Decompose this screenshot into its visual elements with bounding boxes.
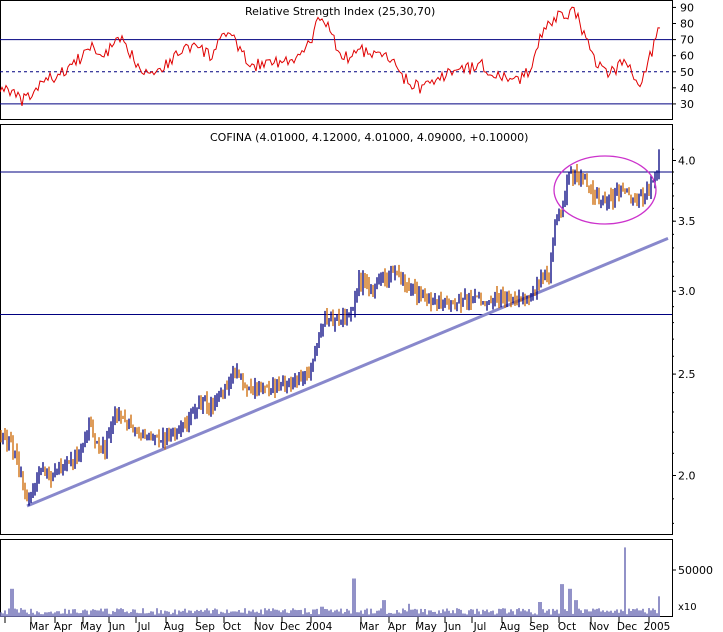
rsi-tick-label: 90	[680, 1, 694, 14]
month-label: Dec	[280, 621, 301, 632]
volume-layer	[0, 547, 660, 617]
month-label: Aug	[164, 621, 185, 632]
month-label: May	[415, 621, 437, 632]
rsi-panel	[0, 0, 673, 120]
price-panel	[0, 124, 673, 535]
month-label: Mar	[29, 621, 49, 632]
month-label: May	[80, 621, 102, 632]
price-tick-label: 3.0	[678, 285, 696, 298]
rsi-layer	[0, 6, 672, 106]
month-label: Nov	[254, 621, 275, 632]
rsi-tick-label: 50	[680, 66, 694, 79]
month-label: Jul	[137, 621, 151, 632]
rsi-tick-label: 60	[680, 50, 694, 63]
price-title: COFINA (4.01000, 4.12000, 4.01000, 4.090…	[210, 131, 528, 144]
month-label: Oct	[558, 621, 576, 632]
month-label: Nov	[589, 621, 610, 632]
axis-layer: 30 40 50 60 70 80 90 2.0 2.5 3.0 3.5 4.0 50000 Mar Apr…	[4, 1, 713, 632]
trendline	[26, 237, 669, 508]
month-label: Jul	[473, 621, 487, 632]
price-layer	[0, 149, 672, 508]
price-tick-label: 2.5	[678, 368, 696, 381]
month-label: Aug	[500, 621, 521, 632]
rsi-title: Relative Strength Index (25,30,70)	[245, 5, 435, 18]
rsi-line	[0, 6, 661, 106]
month-label: Jun	[108, 621, 125, 632]
price-tick-label: 2.0	[678, 470, 696, 483]
highlight-ellipse	[553, 155, 657, 225]
month-label: Mar	[359, 621, 379, 632]
month-label: Dec	[617, 621, 638, 632]
rsi-tick-label: 80	[680, 18, 694, 31]
volume-multiplier-label: x10	[678, 602, 697, 613]
month-label: Jun	[444, 621, 461, 632]
month-label: Apr	[388, 621, 407, 632]
rsi-tick-label: 40	[680, 82, 694, 95]
month-label: Sep	[529, 621, 549, 632]
rsi-tick-label: 30	[680, 98, 694, 111]
rsi-tick-label: 70	[680, 34, 694, 47]
price-tick-label: 4.0	[678, 155, 696, 168]
month-label: Oct	[223, 621, 241, 632]
month-label: 2004	[306, 621, 333, 632]
month-label: Sep	[195, 621, 215, 632]
month-label: 2005	[644, 621, 671, 632]
volume-tick-label: 50000	[678, 564, 713, 577]
month-label: Apr	[54, 621, 73, 632]
price-tick-label: 3.5	[678, 215, 696, 228]
